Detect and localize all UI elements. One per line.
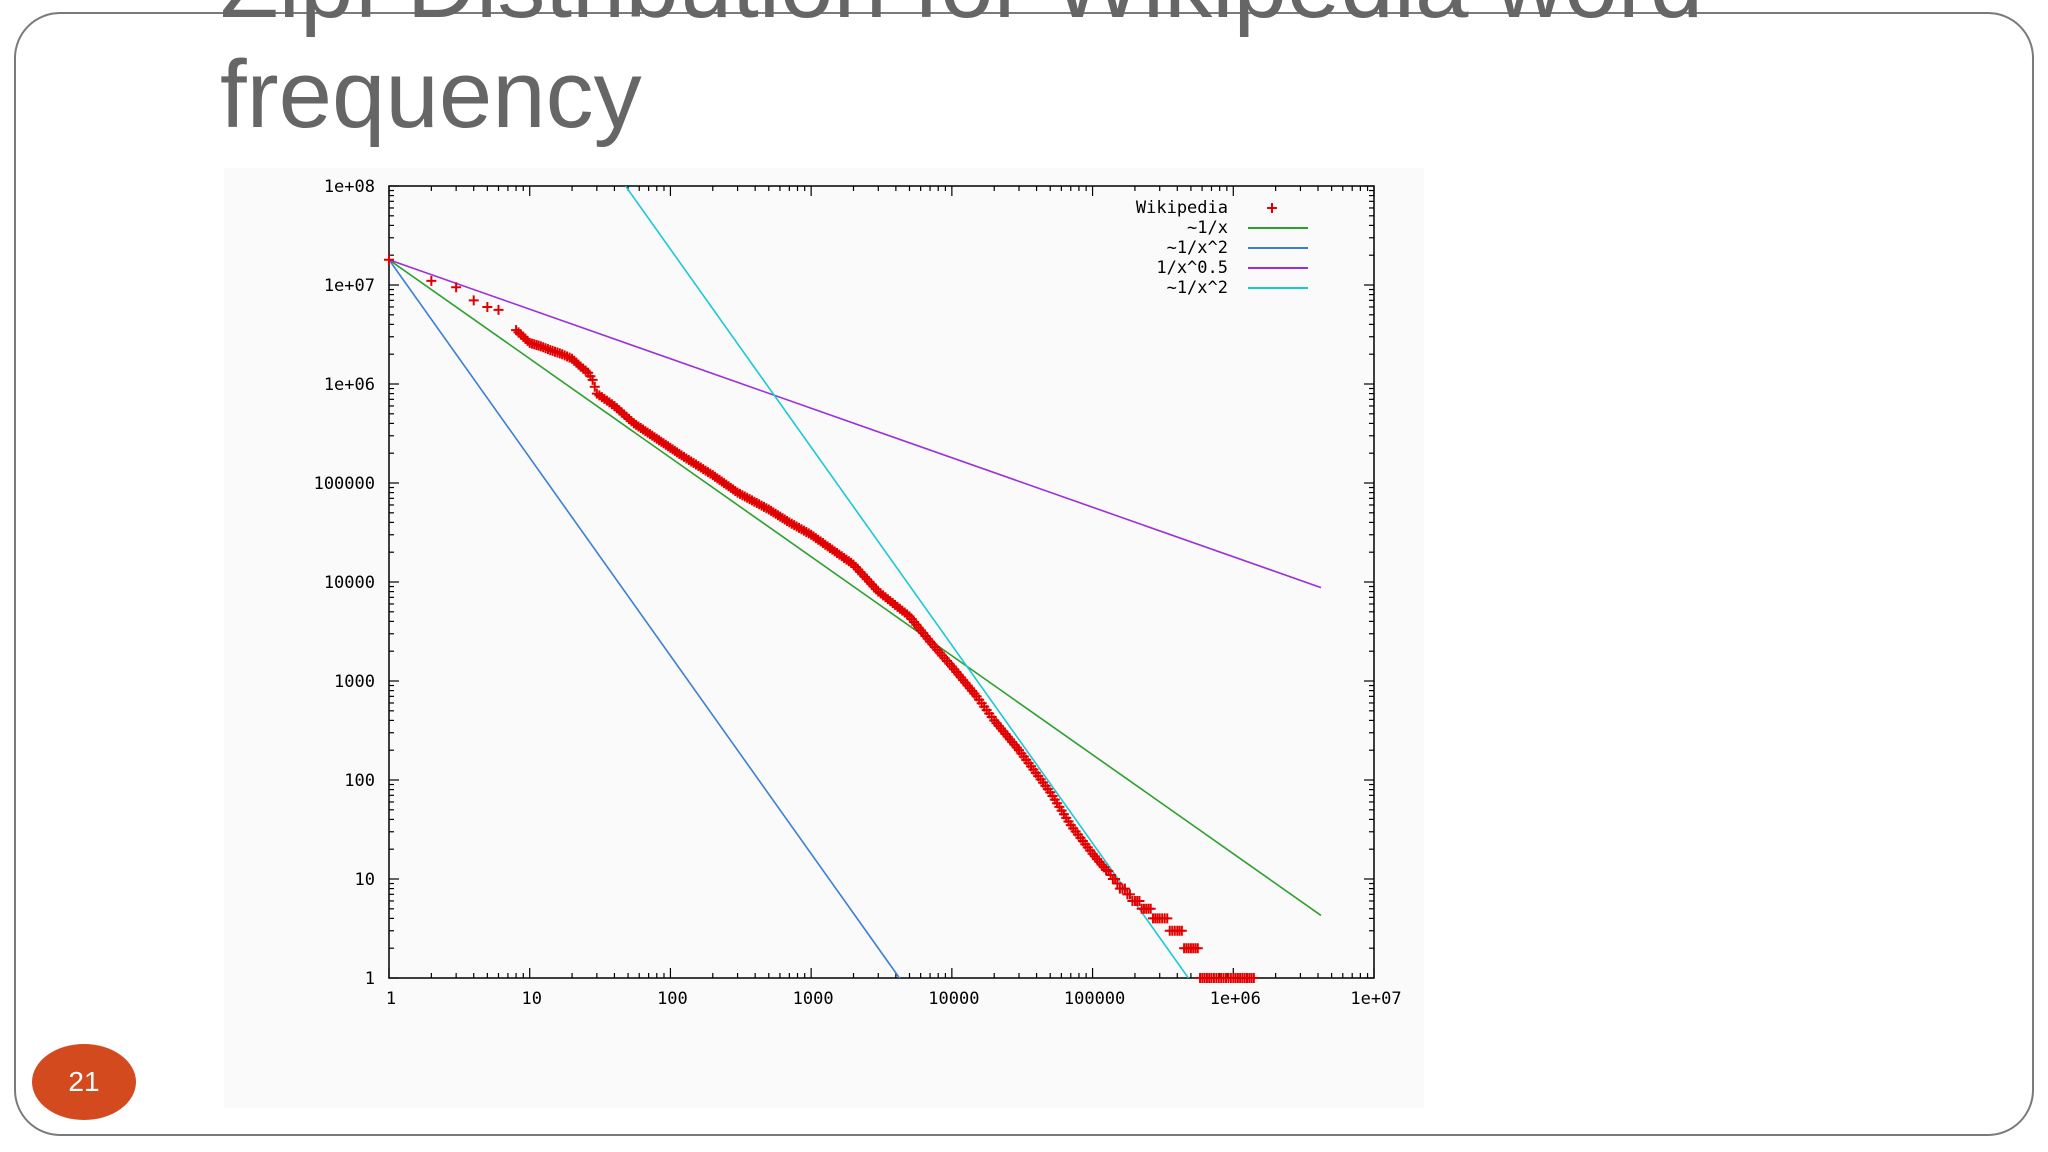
wikipedia-point: [855, 566, 866, 577]
x-tick-label: 100000: [1064, 989, 1125, 1009]
y-tick-label: 100000: [314, 474, 375, 494]
wikipedia-point: [1110, 874, 1121, 884]
wikipedia-point: [864, 576, 875, 587]
legend-label: 1/x^0.5: [1156, 258, 1228, 278]
wikipedia-point: [451, 282, 462, 293]
legend-label: ~1/x: [1187, 218, 1228, 238]
wikipedia-point: [482, 301, 493, 312]
legend-marker: [1267, 203, 1277, 213]
wikipedia-point: [1134, 895, 1145, 906]
x-tick-label: 10: [521, 989, 541, 1009]
series-line-3: [389, 258, 1322, 589]
wikipedia-point: [853, 564, 864, 575]
series-line-4: [624, 186, 1190, 978]
y-tick-label: 1000: [334, 672, 375, 692]
wikipedia-point: [1192, 943, 1203, 954]
legend-label: ~1/x^2: [1167, 278, 1228, 298]
y-tick-label: 1e+08: [324, 177, 375, 197]
wikipedia-point: [587, 374, 598, 385]
wikipedia-point: [1145, 903, 1156, 914]
wikipedia-point: [1124, 889, 1135, 900]
wikipedia-point: [1162, 913, 1173, 924]
series-line-1: [389, 259, 1322, 917]
wikipedia-point: [1248, 973, 1259, 983]
page-number-badge: 21: [32, 1044, 136, 1120]
legend-label: ~1/x^2: [1167, 238, 1228, 258]
x-tick-label: 1: [386, 989, 396, 1009]
wikipedia-point: [468, 295, 479, 306]
wikipedia-point: [862, 574, 873, 585]
wikipedia-point: [1176, 925, 1187, 936]
plot-border: [388, 185, 1375, 979]
x-tick-label: 10000: [928, 989, 979, 1009]
wikipedia-point: [1112, 878, 1123, 889]
wikipedia-point: [426, 275, 437, 286]
chart-panel: 1 10 100 1000 10000 100000 1e+06 1e+07 1 10 100 100…: [224, 168, 1424, 1108]
wikipedia-point: [866, 579, 877, 590]
x-tick-label: 1e+07: [1350, 989, 1401, 1009]
x-tick-label: 100: [657, 989, 688, 1009]
wikipedia-point: [384, 254, 394, 265]
y-tick-label: 1e+06: [324, 375, 375, 395]
y-tick-label: 1e+07: [324, 276, 375, 296]
wikipedia-point: [868, 581, 879, 592]
y-tick-label: 10000: [324, 573, 375, 593]
y-tick-label: 1: [365, 969, 375, 989]
slide-title: Zipf Distribution for Wikipedia word fre…: [220, 0, 1703, 148]
legend-label: Wikipedia: [1136, 198, 1228, 218]
x-tick-label: 1000: [793, 989, 834, 1009]
wikipedia-point: [1119, 883, 1130, 894]
series-line-2: [389, 259, 901, 978]
wikipedia-point: [589, 381, 600, 392]
wikipedia-point: [1101, 864, 1112, 875]
tick-marks: [388, 185, 1375, 979]
wikipedia-point: [493, 304, 504, 315]
y-tick-label: 10: [355, 870, 375, 890]
wikipedia-point: [859, 571, 870, 582]
x-tick-label: 1e+06: [1210, 989, 1261, 1009]
y-tick-label: 100: [344, 771, 375, 791]
zipf-log-log-chart: 1 10 100 1000 10000 100000 1e+06 1e+07 1 10 100 100…: [314, 177, 1402, 1009]
wikipedia-points: [384, 254, 1259, 983]
wikipedia-point: [857, 569, 868, 580]
